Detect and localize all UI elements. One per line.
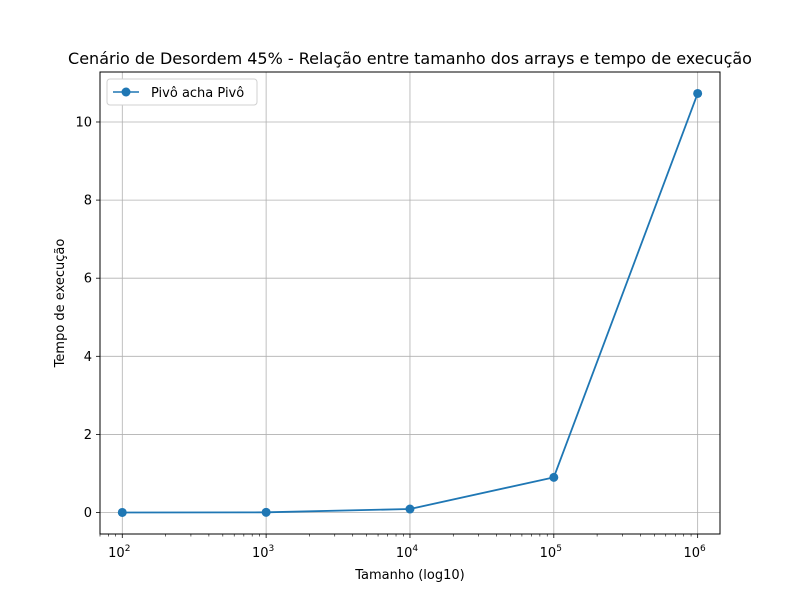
x-tick-label: 105 — [540, 544, 562, 561]
y-tick-label: 2 — [84, 428, 92, 443]
legend-box — [106, 78, 258, 106]
data-point — [117, 507, 127, 517]
x-axis-label: Tamanho (log10) — [354, 568, 464, 583]
series-layer — [117, 88, 703, 517]
x-tick-exponent: 5 — [556, 544, 562, 554]
data-point — [261, 507, 271, 517]
x-tick-base: 10 — [396, 546, 413, 561]
data-point — [693, 88, 703, 98]
x-tick-base: 10 — [252, 546, 269, 561]
y-tick-label: 0 — [84, 506, 92, 521]
y-axis-label: Tempo de execução — [53, 239, 68, 369]
x-tick-exponent: 2 — [125, 544, 131, 554]
legend-label: Pivô acha Pivô — [151, 86, 244, 101]
y-axis: 0 2 4 6 8 10 — [75, 115, 100, 521]
legend: Pivô acha Pivô — [106, 78, 258, 106]
x-tick-label: 102 — [108, 544, 130, 561]
x-tick-label: 103 — [252, 544, 274, 561]
x-tick-base: 10 — [540, 546, 557, 561]
x-tick-exponent: 6 — [700, 544, 706, 554]
data-point — [549, 472, 559, 482]
y-tick-label: 4 — [84, 350, 92, 365]
x-tick-base: 10 — [108, 546, 125, 561]
grid — [100, 72, 720, 534]
y-tick-label: 8 — [84, 194, 92, 209]
x-tick-base: 10 — [684, 546, 701, 561]
data-point — [405, 504, 415, 514]
chart-title: Cenário de Desordem 45% - Relação entre … — [68, 49, 752, 68]
x-tick-exponent: 4 — [412, 544, 418, 554]
x-tick-label: 106 — [684, 544, 707, 561]
x-tick-exponent: 3 — [269, 544, 275, 554]
x-tick-label: 104 — [396, 544, 419, 561]
x-axis: 102 103 104 105 106 — [99, 534, 707, 561]
y-tick-label: 10 — [75, 115, 92, 130]
legend-marker — [121, 87, 131, 97]
y-tick-label: 6 — [84, 272, 92, 287]
